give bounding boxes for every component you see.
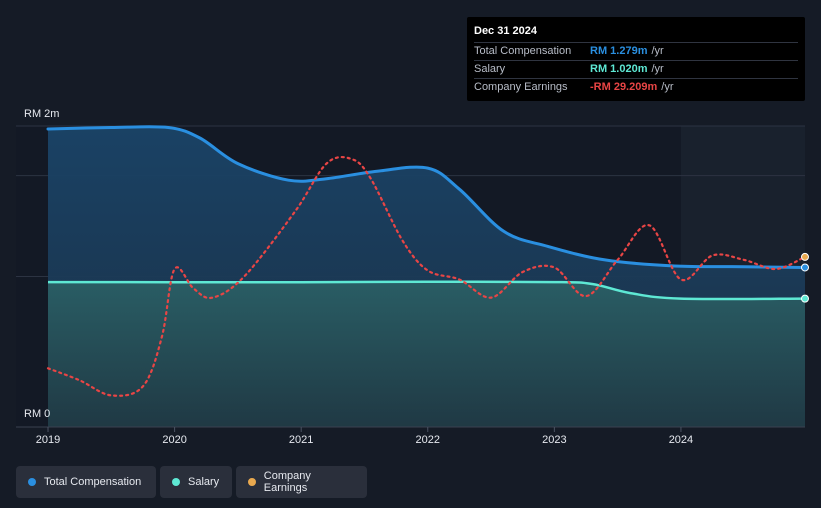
- tooltip-label: Company Earnings: [474, 81, 568, 93]
- tooltip-row-salary: Salary RM 1.020m /yr: [474, 60, 798, 78]
- tooltip-unit: /yr: [651, 63, 664, 75]
- legend-label: Total Compensation: [44, 476, 142, 488]
- tooltip-label: Salary: [474, 63, 506, 75]
- tooltip-value: RM 1.020m: [590, 63, 648, 75]
- legend-label: Salary: [188, 476, 220, 488]
- x-tick-label: 2024: [669, 434, 693, 446]
- tooltip-unit: /yr: [661, 81, 674, 93]
- x-tick-label: 2022: [416, 434, 440, 446]
- total-compensation-endpoint: [801, 263, 809, 272]
- salary-line: [47, 280, 806, 301]
- legend-dot-icon: [172, 478, 180, 486]
- legend-company-earnings[interactable]: Company Earnings: [236, 466, 367, 498]
- legend-salary[interactable]: Salary: [160, 466, 232, 498]
- x-tick-label: 2020: [162, 434, 186, 446]
- company-earnings-endpoint: [801, 252, 809, 261]
- chart-tooltip: Dec 31 2024 Total Compensation RM 1.279m…: [467, 17, 805, 101]
- tooltip-label: Total Compensation: [474, 45, 572, 57]
- company-earnings-line: [46, 156, 807, 397]
- total-compensation-line: [46, 125, 807, 269]
- x-axis-ticks: 2019 2020 2021 2022 2023 2024: [36, 427, 693, 446]
- x-tick-label: 2021: [289, 434, 313, 446]
- x-tick-label: 2023: [542, 434, 566, 446]
- legend-dot-icon: [248, 478, 256, 486]
- tooltip-row-company-earnings: Company Earnings -RM 29.209m /yr: [474, 78, 798, 96]
- y-axis-min-label: RM 0: [24, 408, 51, 420]
- salary-area: [48, 281, 805, 427]
- legend-label: Company Earnings: [263, 470, 311, 494]
- tooltip-value: RM 1.279m: [590, 45, 648, 57]
- tooltip-date: Dec 31 2024: [474, 25, 537, 37]
- tooltip-unit: /yr: [651, 45, 664, 57]
- y-axis-max-label: RM 2m: [24, 108, 60, 120]
- tooltip-value: -RM 29.209m: [590, 81, 658, 93]
- salary-endpoint: [801, 294, 809, 303]
- legend-total-compensation[interactable]: Total Compensation: [16, 466, 156, 498]
- x-tick-label: 2019: [36, 434, 60, 446]
- tooltip-row-total-compensation: Total Compensation RM 1.279m /yr: [474, 42, 798, 60]
- legend-dot-icon: [28, 478, 36, 486]
